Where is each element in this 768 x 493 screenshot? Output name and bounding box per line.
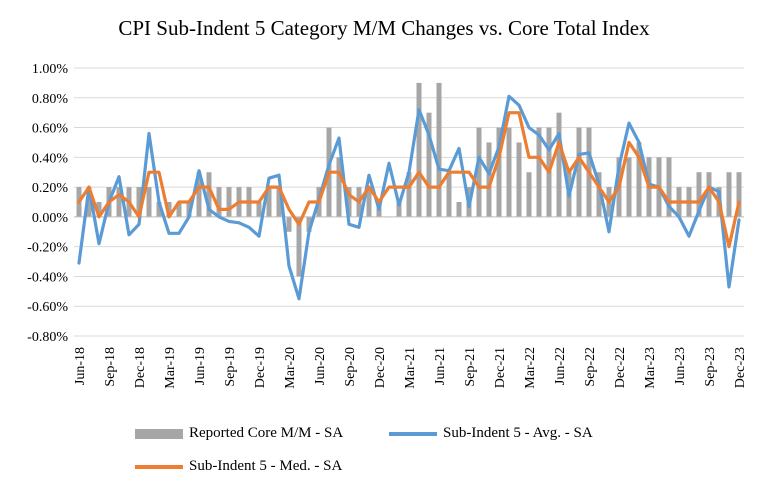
bar [556, 112, 562, 217]
bar [216, 187, 222, 217]
bar [516, 142, 522, 217]
legend-item-reported-core: Reported Core M/M - SA [135, 425, 343, 442]
y-tick-label: 0.60% [32, 122, 69, 137]
bar [736, 172, 742, 217]
bar [486, 142, 492, 217]
x-tick-label: Dec-22 [613, 347, 628, 388]
x-tick-label: Jun-18 [73, 347, 88, 385]
bar [336, 157, 342, 217]
bar [176, 202, 182, 217]
x-tick-label: Sep-20 [343, 347, 358, 387]
bar [206, 172, 212, 217]
bar [476, 127, 482, 217]
x-tick-label: Mar-19 [163, 347, 178, 389]
x-axis-tick-labels: Jun-18 Sep-18 Dec-18 Mar-19 Jun-19 Sep-19 Dec-… [73, 347, 748, 389]
bar [536, 127, 542, 217]
bar [396, 202, 402, 217]
bar [626, 157, 632, 217]
bar [86, 187, 92, 217]
legend-label: Sub-Indent 5 - Med. - SA [189, 458, 343, 474]
bar [96, 202, 102, 217]
y-tick-label: 0.40% [32, 151, 69, 166]
x-tick-label: Sep-23 [703, 347, 718, 387]
bar [526, 172, 532, 217]
chart-title: CPI Sub-Indent 5 Category M/M Changes vs… [118, 16, 650, 40]
bar [506, 127, 512, 217]
bar [366, 187, 372, 217]
bar [306, 216, 312, 232]
x-tick-label: Mar-22 [523, 347, 538, 389]
x-tick-label: Dec-23 [733, 347, 748, 388]
x-tick-label: Jun-21 [433, 347, 448, 385]
legend-swatch-bar [135, 428, 183, 439]
bar [276, 187, 282, 217]
bar [226, 187, 232, 217]
series-line-avg [77, 94, 741, 301]
bar [256, 202, 262, 217]
bar [346, 187, 352, 217]
bar [296, 216, 302, 277]
bar [436, 82, 442, 217]
series-line-med [77, 111, 741, 249]
bar [706, 172, 712, 217]
bar [576, 127, 582, 217]
bar-series-reported-core [76, 82, 742, 277]
bar [666, 157, 672, 217]
x-tick-label: Mar-21 [403, 347, 418, 389]
legend-swatch-line [135, 464, 183, 469]
x-tick-label: Jun-20 [313, 347, 328, 385]
bar [286, 216, 292, 232]
y-tick-label: -0.20% [27, 241, 68, 256]
bar [446, 172, 452, 217]
legend-label: Reported Core M/M - SA [189, 425, 344, 441]
x-tick-label: Sep-21 [463, 347, 478, 387]
y-tick-label: 0.20% [32, 181, 69, 196]
x-tick-label: Jun-23 [673, 347, 688, 385]
y-tick-label: 0.80% [32, 92, 69, 107]
x-tick-label: Mar-23 [643, 347, 658, 389]
bar [726, 172, 732, 217]
x-tick-label: Sep-18 [103, 347, 118, 387]
y-tick-label: 0.00% [32, 211, 69, 226]
bar [166, 202, 172, 217]
bar [596, 172, 602, 217]
x-tick-label: Mar-20 [283, 347, 298, 389]
line-series-layer [77, 94, 741, 301]
x-tick-label: Dec-20 [373, 347, 388, 388]
bar [456, 202, 462, 217]
bar [146, 187, 152, 217]
y-tick-label: -0.40% [27, 270, 68, 285]
y-axis-tick-labels: -0.80% -0.60% -0.40% -0.20% 0.00% 0.20% 0.40% 0… [27, 62, 68, 345]
bar [406, 172, 412, 217]
bar [426, 112, 432, 217]
bar [156, 202, 162, 217]
legend-swatch-line [389, 431, 437, 436]
bar [116, 187, 122, 217]
bar [136, 187, 142, 217]
x-tick-label: Jun-19 [193, 347, 208, 385]
x-tick-label: Sep-22 [583, 347, 598, 387]
x-tick-label: Jun-22 [553, 347, 568, 385]
legend-label: Sub-Indent 5 - Avg. - SA [443, 425, 593, 441]
bar [496, 127, 502, 217]
x-tick-label: Sep-19 [223, 347, 238, 387]
bar [636, 142, 642, 217]
bar [196, 172, 202, 217]
x-tick-label: Dec-18 [133, 347, 148, 388]
x-tick-label: Dec-19 [253, 347, 268, 388]
bar [266, 187, 272, 217]
y-tick-label: -0.60% [27, 300, 68, 315]
y-tick-label: 1.00% [32, 62, 69, 77]
legend-item-avg: Sub-Indent 5 - Avg. - SA [389, 425, 593, 442]
x-tick-label: Dec-21 [493, 347, 508, 388]
legend-item-med: Sub-Indent 5 - Med. - SA [135, 458, 342, 475]
bar [416, 82, 422, 217]
bar [696, 172, 702, 217]
y-tick-label: -0.80% [27, 330, 68, 345]
